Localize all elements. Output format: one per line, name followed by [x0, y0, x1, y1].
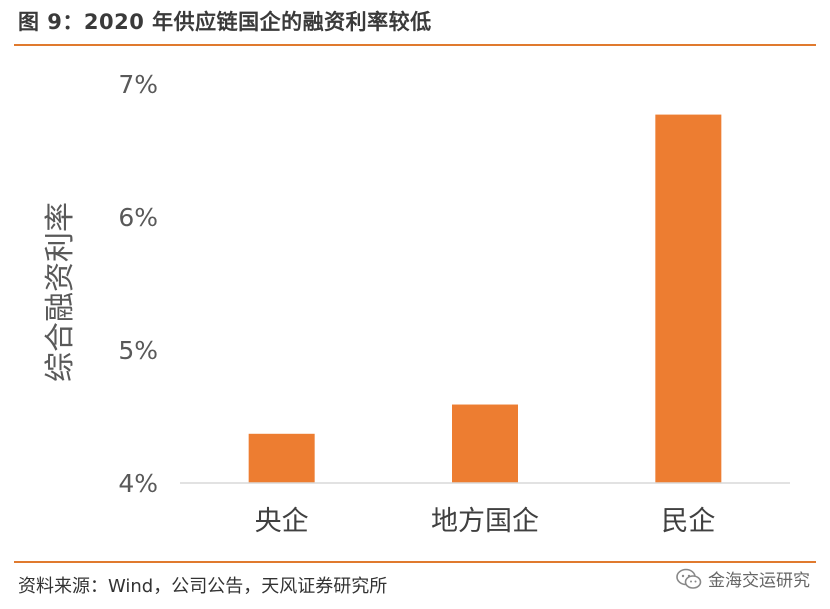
- y-axis-label: 综合融资利率: [43, 202, 78, 382]
- y-ticks: 4% 5% 6% 7%: [118, 70, 158, 498]
- watermark-text: 金海交运研究: [708, 571, 810, 591]
- bars: [248, 114, 722, 483]
- x-tick-label: 民企: [661, 506, 715, 537]
- source-note: 资料来源：Wind，公司公告，天风证券研究所: [18, 576, 388, 597]
- x-tick-label: 地方国企: [431, 506, 539, 537]
- wechat-icon: [676, 568, 702, 589]
- y-tick-label: 7%: [118, 70, 158, 99]
- y-tick-label: 5%: [118, 336, 158, 365]
- watermark: 金海交运研究: [676, 566, 810, 591]
- title-divider: [14, 44, 816, 46]
- bar-chart: 综合融资利率 4% 5% 6% 7% 央企 地方国企 民企: [43, 70, 790, 537]
- bar: [655, 114, 722, 483]
- y-axis-label-group: 综合融资利率: [43, 202, 78, 382]
- y-tick-label: 4%: [118, 469, 158, 498]
- bar: [452, 404, 518, 483]
- y-tick-label: 6%: [118, 203, 158, 232]
- footer-divider: [14, 561, 816, 563]
- x-ticks: 央企 地方国企 民企: [255, 506, 716, 537]
- x-tick-label: 央企: [255, 506, 309, 537]
- figure-title: 图 9：2020 年供应链国企的融资利率较低: [18, 10, 432, 34]
- bar: [248, 433, 315, 483]
